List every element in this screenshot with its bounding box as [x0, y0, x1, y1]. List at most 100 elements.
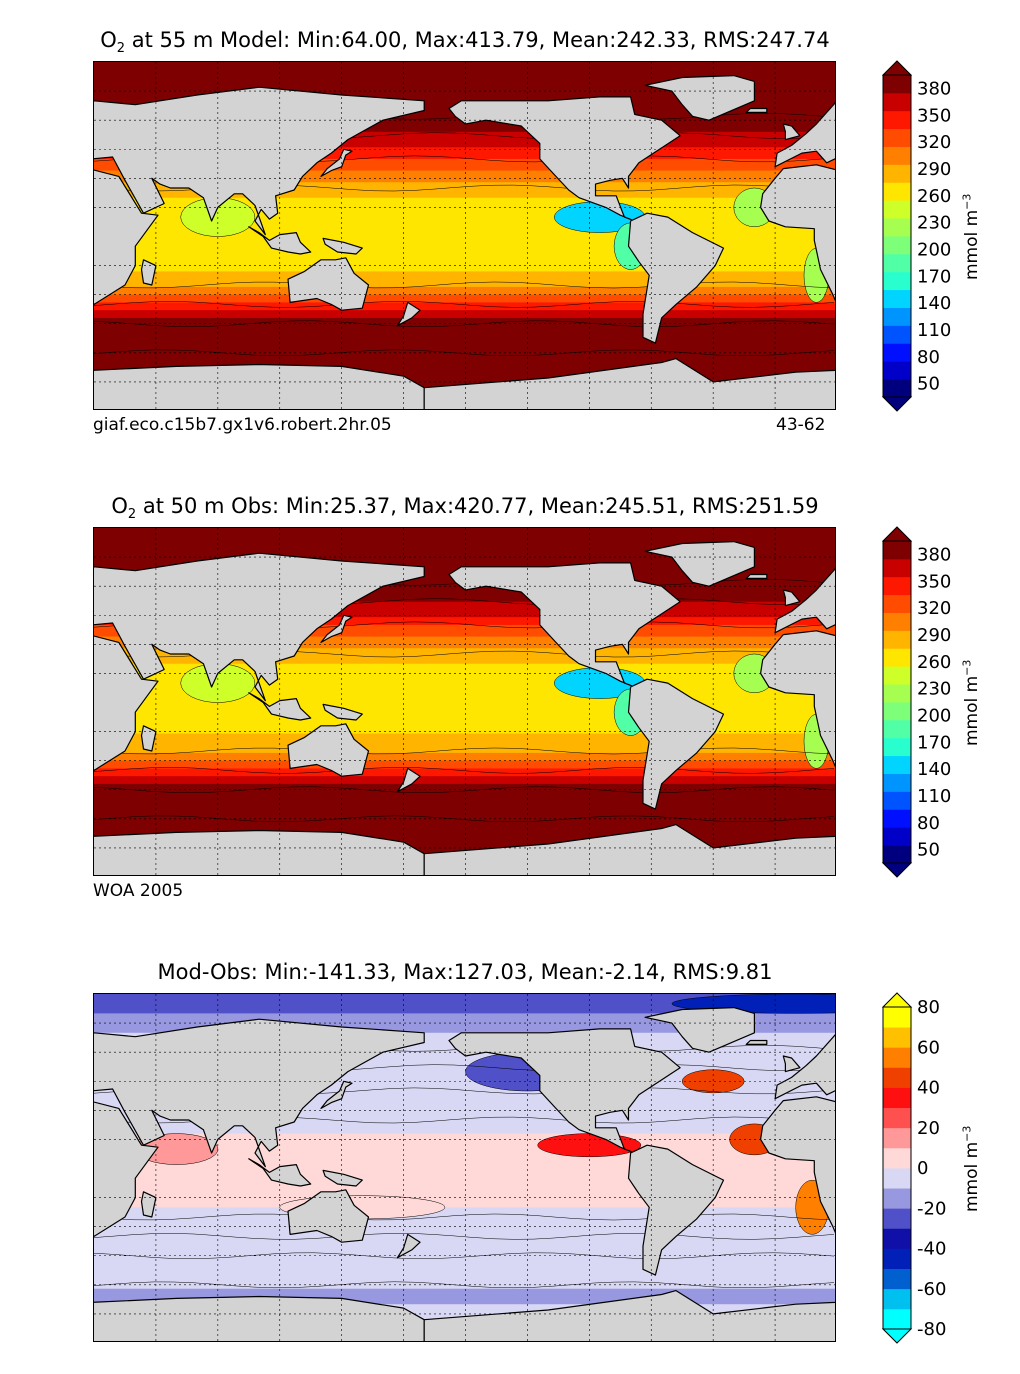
colorbar-segment	[883, 666, 911, 685]
ocean-band	[94, 1098, 835, 1104]
ocean-band	[94, 842, 835, 847]
colorbar-frame	[882, 540, 912, 864]
ocean-band	[94, 776, 835, 781]
colorbar-segment	[883, 1188, 911, 1209]
colorbar-model: 50 80 110 140 170 200 230 260 290 320 350 380	[881, 60, 951, 412]
colorbar-tick-label: 80	[917, 997, 940, 1018]
ocean-band	[94, 1152, 835, 1158]
ocean-band	[94, 1110, 835, 1115]
colorbar-segment	[883, 1107, 911, 1129]
ocean-band	[94, 706, 835, 711]
ocean-band	[94, 228, 835, 234]
ocean-band	[94, 640, 835, 645]
ocean-band	[94, 1172, 835, 1177]
land-north-america	[448, 96, 681, 222]
ocean-band	[94, 1187, 835, 1193]
ocean-band	[94, 1288, 835, 1294]
ocean-band	[94, 201, 835, 207]
ocean-band	[94, 1191, 835, 1197]
ocean-band	[94, 718, 835, 723]
colorbar-tick-label: 50	[917, 840, 940, 861]
colorbar-segment	[883, 146, 911, 165]
ocean-band	[94, 93, 835, 98]
colorbar-segment	[883, 594, 911, 613]
ocean-band	[94, 1269, 835, 1274]
ocean-band	[94, 255, 835, 261]
ocean-band	[94, 617, 835, 622]
ocean-band	[94, 1028, 835, 1034]
ocean-band	[94, 162, 835, 168]
ocean-band	[94, 636, 835, 642]
ocean-band	[94, 248, 835, 253]
ocean-band	[94, 559, 835, 564]
ocean-band	[94, 756, 835, 762]
contour-line	[94, 349, 835, 357]
land-japan	[320, 1080, 353, 1109]
ocean-band	[94, 151, 835, 156]
colorbar-segment	[883, 791, 911, 810]
colorbar-diff: -80 -60 -40 -20 0 20 40 60 80	[881, 992, 946, 1344]
ocean-band	[94, 539, 835, 545]
colorbar-tick-label: 140	[917, 293, 951, 314]
colorbar-tick-label: 60	[917, 1037, 940, 1058]
ocean-band	[94, 760, 835, 766]
colorbar-segment	[883, 576, 911, 596]
ocean-band	[94, 1218, 835, 1224]
land-iceland	[745, 107, 768, 113]
grid-lines	[94, 994, 835, 1341]
title-stats: at 55 m Model: Min:64.00, Max:413.79, Me…	[125, 28, 830, 52]
land-masses	[94, 75, 835, 409]
ocean-band	[94, 1180, 835, 1185]
ocean-band	[94, 1242, 835, 1247]
colorbar-tick-label: 110	[917, 786, 951, 807]
ocean-band	[94, 741, 835, 746]
ocean-band	[94, 279, 835, 284]
ocean-band	[94, 528, 835, 533]
ocean-band	[94, 193, 835, 199]
land-eurasia	[94, 1018, 425, 1168]
footer-years: 43-62	[776, 415, 826, 435]
land-australia	[287, 1189, 370, 1243]
ocean-band	[94, 178, 835, 183]
colorbar-tick-label: 260	[917, 186, 951, 207]
colorbar-segment	[883, 755, 911, 774]
ocean-band	[94, 73, 835, 79]
ocean-band	[94, 597, 835, 603]
colorbar-segment	[883, 702, 911, 721]
colorbar-tick-label: 80	[917, 347, 940, 368]
unit-sup: −3	[960, 193, 974, 210]
land-new-guinea	[322, 237, 363, 255]
ocean-band	[94, 124, 835, 129]
title-variable: O	[100, 28, 117, 52]
land-indonesia	[248, 1158, 312, 1187]
colorbar-tick-label: -40	[917, 1239, 946, 1260]
land-japan	[320, 148, 353, 177]
ocean-band	[94, 1253, 835, 1259]
ocean-band	[94, 306, 835, 311]
unit-text: mmol m	[962, 209, 983, 281]
land-madagascar	[140, 725, 157, 752]
land-greenland	[644, 75, 755, 121]
colorbar-segment	[883, 1007, 911, 1028]
ocean-band	[94, 1129, 835, 1135]
colorbar-tick-label: 230	[917, 213, 951, 234]
land-new-guinea	[322, 703, 363, 721]
colorbar-tick-label: 290	[917, 159, 951, 180]
colorbar-segment	[883, 200, 911, 219]
colorbar-segment	[883, 271, 911, 291]
ocean-band	[94, 1168, 835, 1173]
ocean-band	[94, 158, 835, 164]
land-new-zealand	[396, 301, 421, 327]
colorbar-tick-label: 200	[917, 705, 951, 726]
colorbar-tick-label: 80	[917, 813, 940, 834]
colorbar-tick-label: 260	[917, 652, 951, 673]
ocean-band	[94, 787, 835, 793]
land-africa	[760, 164, 835, 302]
ocean-band	[94, 356, 835, 362]
ocean-band	[94, 189, 835, 195]
colorbar-segment	[883, 1067, 911, 1088]
ocean-band	[94, 733, 835, 738]
ocean-band	[94, 147, 835, 152]
ocean-band	[94, 648, 835, 653]
panel-title-diff: Mod-Obs: Min:-141.33, Max:127.03, Mean:-…	[0, 960, 930, 984]
